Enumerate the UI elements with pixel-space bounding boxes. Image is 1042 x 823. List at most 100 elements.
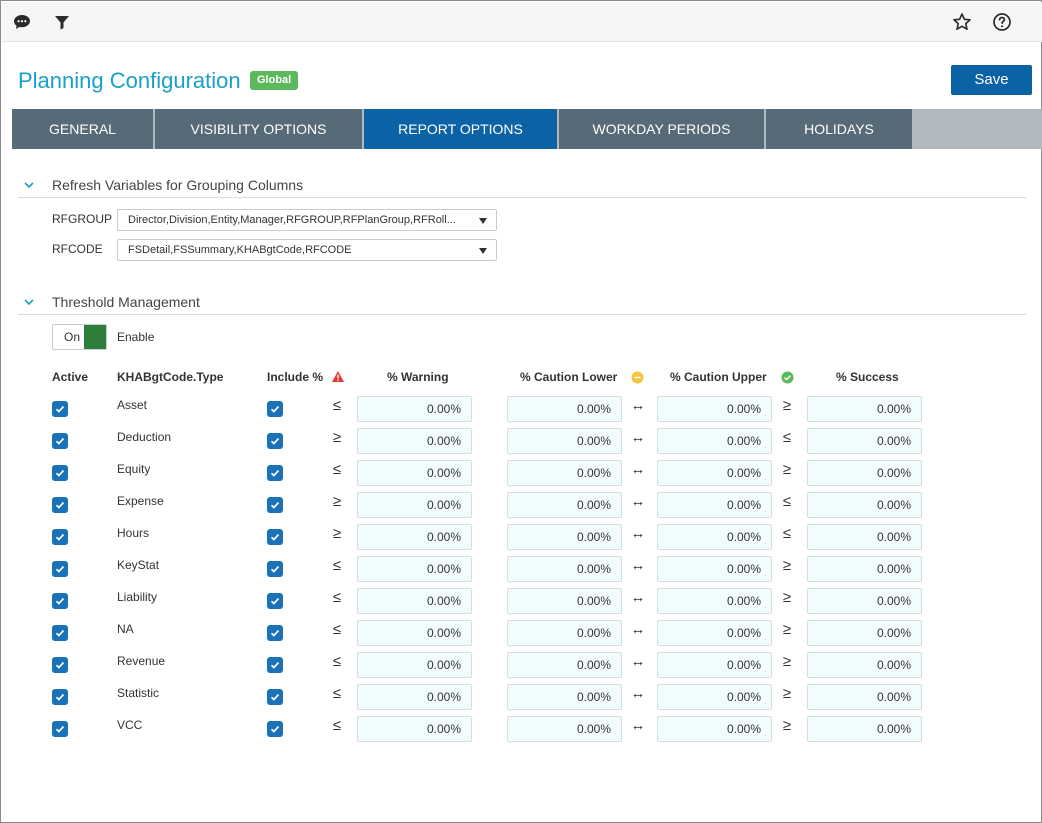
active-checkbox[interactable] (52, 561, 68, 577)
success-input[interactable]: 0.00% (807, 716, 922, 742)
include-checkbox[interactable] (267, 657, 283, 673)
include-checkbox[interactable] (267, 529, 283, 545)
warning-input[interactable]: 0.00% (357, 524, 472, 550)
enable-toggle[interactable]: On (52, 324, 107, 350)
warning-operator: ≤ (332, 557, 342, 574)
caution-upper-input[interactable]: 0.00% (657, 460, 772, 486)
active-checkbox[interactable] (52, 433, 68, 449)
type-label: VCC (117, 718, 143, 732)
tab-holidays[interactable]: HOLIDAYS (766, 109, 912, 149)
active-checkbox[interactable] (52, 689, 68, 705)
warning-input[interactable]: 0.00% (357, 460, 472, 486)
tab-general[interactable]: GENERAL (12, 109, 153, 149)
active-checkbox[interactable] (52, 497, 68, 513)
caution-lower-input[interactable]: 0.00% (507, 460, 622, 486)
include-checkbox[interactable] (267, 433, 283, 449)
save-button[interactable]: Save (951, 65, 1032, 95)
rfcode-select[interactable]: FSDetail,FSSummary,KHABgtCode,RFCODE (117, 239, 497, 261)
warning-input[interactable]: 0.00% (357, 652, 472, 678)
caution-lower-input[interactable]: 0.00% (507, 524, 622, 550)
caution-upper-input[interactable]: 0.00% (657, 716, 772, 742)
col-warning: % Warning (387, 370, 449, 384)
top-toolbar (2, 2, 1042, 42)
caution-upper-input[interactable]: 0.00% (657, 428, 772, 454)
warning-input[interactable]: 0.00% (357, 620, 472, 646)
col-type: KHABgtCode.Type (117, 370, 224, 384)
caution-upper-input[interactable]: 0.00% (657, 556, 772, 582)
type-label: Hours (117, 526, 150, 540)
warning-input[interactable]: 0.00% (357, 588, 472, 614)
refresh-section-header[interactable]: Refresh Variables for Grouping Columns (18, 176, 1026, 198)
active-checkbox[interactable] (52, 401, 68, 417)
caution-upper-input[interactable]: 0.00% (657, 524, 772, 550)
threshold-section-header[interactable]: Threshold Management (18, 293, 1026, 315)
warning-input[interactable]: 0.00% (357, 428, 472, 454)
include-checkbox[interactable] (267, 465, 283, 481)
caution-lower-input[interactable]: 0.00% (507, 396, 622, 422)
caution-upper-input[interactable]: 0.00% (657, 652, 772, 678)
include-checkbox[interactable] (267, 689, 283, 705)
warning-operator: ≥ (332, 493, 342, 510)
warning-input[interactable]: 0.00% (357, 556, 472, 582)
range-arrow-icon: ↔ (630, 525, 646, 542)
table-row: VCC ≤0.00% 0.00% ↔ 0.00% ≥0.00% (1, 713, 1042, 745)
success-input[interactable]: 0.00% (807, 492, 922, 518)
rfgroup-select[interactable]: Director,Division,Entity,Manager,RFGROUP… (117, 209, 497, 231)
caution-lower-input[interactable]: 0.00% (507, 588, 622, 614)
caution-lower-input[interactable]: 0.00% (507, 652, 622, 678)
caution-upper-input[interactable]: 0.00% (657, 588, 772, 614)
include-checkbox[interactable] (267, 561, 283, 577)
include-checkbox[interactable] (267, 721, 283, 737)
warning-input[interactable]: 0.00% (357, 492, 472, 518)
help-icon[interactable] (991, 11, 1013, 33)
success-input[interactable]: 0.00% (807, 588, 922, 614)
tab-visibility-options[interactable]: VISIBILITY OPTIONS (155, 109, 362, 149)
chevron-down-icon[interactable] (22, 295, 36, 314)
caution-lower-input[interactable]: 0.00% (507, 716, 622, 742)
table-row: Hours ≥0.00% 0.00% ↔ 0.00% ≤0.00% (1, 521, 1042, 553)
success-input[interactable]: 0.00% (807, 524, 922, 550)
chevron-down-icon[interactable] (22, 178, 36, 197)
caution-upper-input[interactable]: 0.00% (657, 684, 772, 710)
warning-input[interactable]: 0.00% (357, 716, 472, 742)
success-input[interactable]: 0.00% (807, 396, 922, 422)
success-input[interactable]: 0.00% (807, 652, 922, 678)
active-checkbox[interactable] (52, 593, 68, 609)
success-input[interactable]: 0.00% (807, 556, 922, 582)
filter-icon[interactable] (51, 11, 73, 33)
col-include: Include % (267, 370, 324, 384)
success-input[interactable]: 0.00% (807, 428, 922, 454)
caution-lower-input[interactable]: 0.00% (507, 556, 622, 582)
active-checkbox[interactable] (52, 721, 68, 737)
caution-lower-input[interactable]: 0.00% (507, 620, 622, 646)
table-row: Deduction ≥0.00% 0.00% ↔ 0.00% ≤0.00% (1, 425, 1042, 457)
caution-lower-input[interactable]: 0.00% (507, 684, 622, 710)
caution-lower-input[interactable]: 0.00% (507, 492, 622, 518)
comment-icon[interactable] (11, 11, 33, 33)
active-checkbox[interactable] (52, 465, 68, 481)
range-arrow-icon: ↔ (630, 397, 646, 414)
success-input[interactable]: 0.00% (807, 460, 922, 486)
tab-report-options[interactable]: REPORT OPTIONS (364, 109, 557, 149)
success-input[interactable]: 0.00% (807, 684, 922, 710)
success-input[interactable]: 0.00% (807, 620, 922, 646)
include-checkbox[interactable] (267, 593, 283, 609)
warning-input[interactable]: 0.00% (357, 396, 472, 422)
warning-input[interactable]: 0.00% (357, 684, 472, 710)
rfcode-value: FSDetail,FSSummary,KHABgtCode,RFCODE (128, 244, 352, 256)
threshold-section-title: Threshold Management (52, 294, 200, 310)
include-checkbox[interactable] (267, 625, 283, 641)
include-checkbox[interactable] (267, 497, 283, 513)
caret-down-icon (479, 248, 487, 254)
include-checkbox[interactable] (267, 401, 283, 417)
caution-upper-input[interactable]: 0.00% (657, 396, 772, 422)
active-checkbox[interactable] (52, 625, 68, 641)
tab-workday-periods[interactable]: WORKDAY PERIODS (559, 109, 764, 149)
caution-upper-input[interactable]: 0.00% (657, 492, 772, 518)
active-checkbox[interactable] (52, 657, 68, 673)
caution-upper-input[interactable]: 0.00% (657, 620, 772, 646)
caution-lower-input[interactable]: 0.00% (507, 428, 622, 454)
star-icon[interactable] (951, 11, 973, 33)
active-checkbox[interactable] (52, 529, 68, 545)
warning-operator: ≤ (332, 461, 342, 478)
